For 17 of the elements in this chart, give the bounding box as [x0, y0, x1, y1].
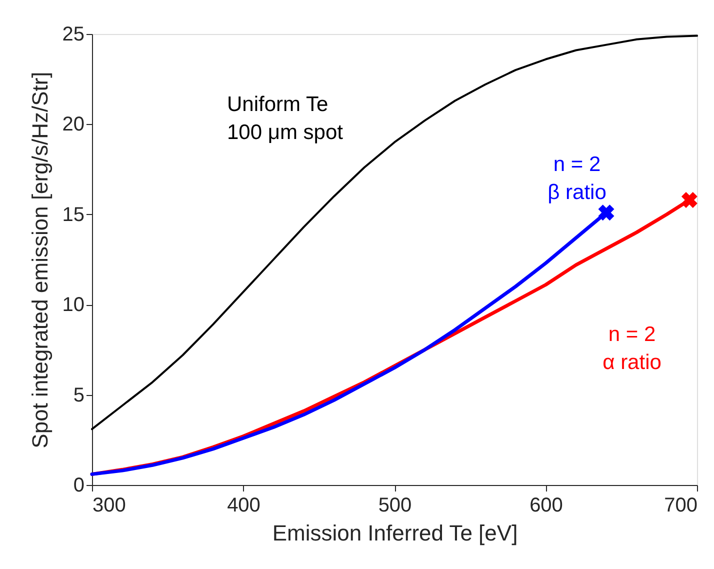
series-label: Uniform Te 100 μm spot [227, 93, 344, 144]
line-series [91, 34, 698, 430]
y-tick-label: 10 [62, 294, 84, 316]
y-tick-label: 25 [62, 24, 84, 46]
series-label: n = 2 β ratio [548, 153, 606, 204]
x-axis-title: Emission Inferred Te [eV] [272, 520, 518, 546]
x-tick-label: 500 [378, 494, 412, 516]
y-tick-label: 15 [62, 204, 84, 226]
x-tick-label: 300 [92, 494, 126, 516]
y-axis-title: Spot integrated emission [erg/s/Hz/Str] [27, 72, 52, 448]
y-tick-label: 0 [73, 474, 84, 496]
y-tick-label: 5 [73, 384, 84, 406]
y-tick-label: 20 [62, 114, 84, 136]
x-tick-label: 400 [227, 494, 260, 516]
x-tick-label: 700 [664, 494, 698, 516]
x-tick-label: 600 [530, 494, 563, 516]
text: n = 2 α ratio [602, 323, 662, 374]
